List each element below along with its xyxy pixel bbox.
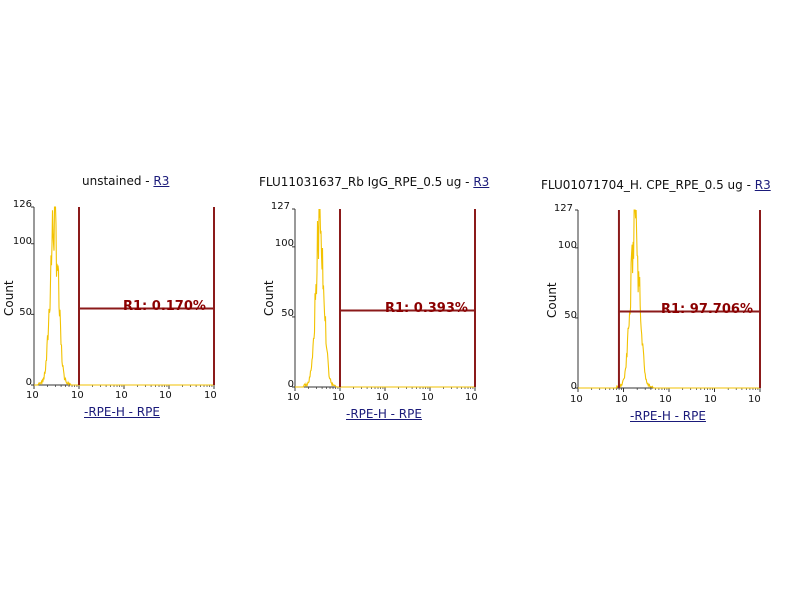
gate-link-r3[interactable]: R3 [473,175,490,189]
panel-title-text: FLU11031637_Rb IgG_RPE_0.5 ug - [259,175,474,189]
x-tick-label: 10 [204,390,217,401]
x-axis-label[interactable]: -RPE-H - RPE [630,409,706,423]
panel-title: FLU11031637_Rb IgG_RPE_0.5 ug - R3 [259,175,489,189]
x-tick-label: 10 [159,390,172,401]
histogram-plot [31,206,215,389]
y-tick-label: 0 [570,381,577,392]
x-tick-label: 10 [376,392,389,403]
panel-title: unstained - R3 [82,174,169,188]
panel-title-text: unstained - [82,174,154,188]
region-r1-label: R1: 0.170% [123,299,206,314]
y-tick-label: 50 [281,308,294,319]
x-tick-label: 10 [704,394,717,405]
histogram-plot [575,209,761,392]
y-tick-label: 100 [274,238,294,249]
x-tick-label: 10 [115,390,128,401]
x-tick-label: 10 [748,394,761,405]
y-tick-label: 50 [564,310,577,321]
y-tick-label: 127 [270,201,290,212]
region-r1-label: R1: 0.393% [385,301,468,316]
x-tick-label: 10 [332,392,345,403]
x-tick-label: 10 [465,392,478,403]
gate-link-r3[interactable]: R3 [153,174,170,188]
y-tick-label: 0 [287,379,294,390]
x-tick-label: 10 [287,392,300,403]
x-tick-label: 10 [659,394,672,405]
panel-title-text: FLU01071704_H. CPE_RPE_0.5 ug - [541,178,755,192]
x-axis-label[interactable]: -RPE-H - RPE [346,407,422,421]
y-tick-label: 126 [12,199,32,210]
x-tick-label: 10 [71,390,84,401]
x-tick-label: 10 [570,394,583,405]
y-tick-label: 50 [19,307,32,318]
gate-link-r3[interactable]: R3 [754,178,771,192]
x-tick-label: 10 [615,394,628,405]
histogram-plot [292,208,476,391]
x-tick-label: 10 [421,392,434,403]
region-r1-label: R1: 97.706% [661,302,753,317]
y-tick-label: 100 [557,240,577,251]
histogram-trace [295,208,475,388]
x-tick-label: 10 [26,390,39,401]
y-tick-label: 0 [25,377,32,388]
histogram-trace [34,206,214,386]
y-tick-label: 127 [553,203,573,214]
x-axis-label[interactable]: -RPE-H - RPE [84,405,160,419]
histogram-trace [578,209,760,389]
y-tick-label: 100 [12,236,32,247]
panel-title: FLU01071704_H. CPE_RPE_0.5 ug - R3 [541,178,771,192]
